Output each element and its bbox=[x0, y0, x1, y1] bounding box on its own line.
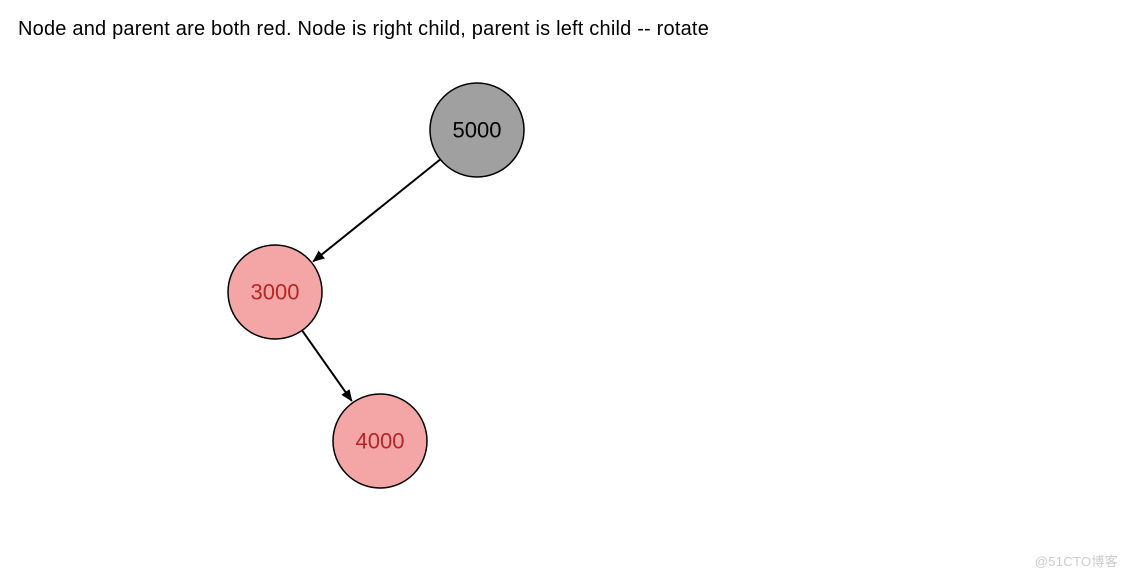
tree-edge bbox=[313, 159, 440, 261]
node-label: 5000 bbox=[453, 118, 502, 143]
watermark-text: @51CTO博客 bbox=[1035, 551, 1118, 570]
tree-edge bbox=[302, 330, 352, 401]
nodes-group: 5000 3000 4000 bbox=[228, 83, 524, 488]
edges-group bbox=[302, 159, 440, 401]
tree-diagram: 5000 3000 4000 bbox=[0, 0, 1132, 578]
tree-node: 5000 bbox=[430, 83, 524, 177]
node-label: 4000 bbox=[356, 429, 405, 454]
node-label: 3000 bbox=[251, 280, 300, 305]
tree-node: 4000 bbox=[333, 394, 427, 488]
tree-node: 3000 bbox=[228, 245, 322, 339]
